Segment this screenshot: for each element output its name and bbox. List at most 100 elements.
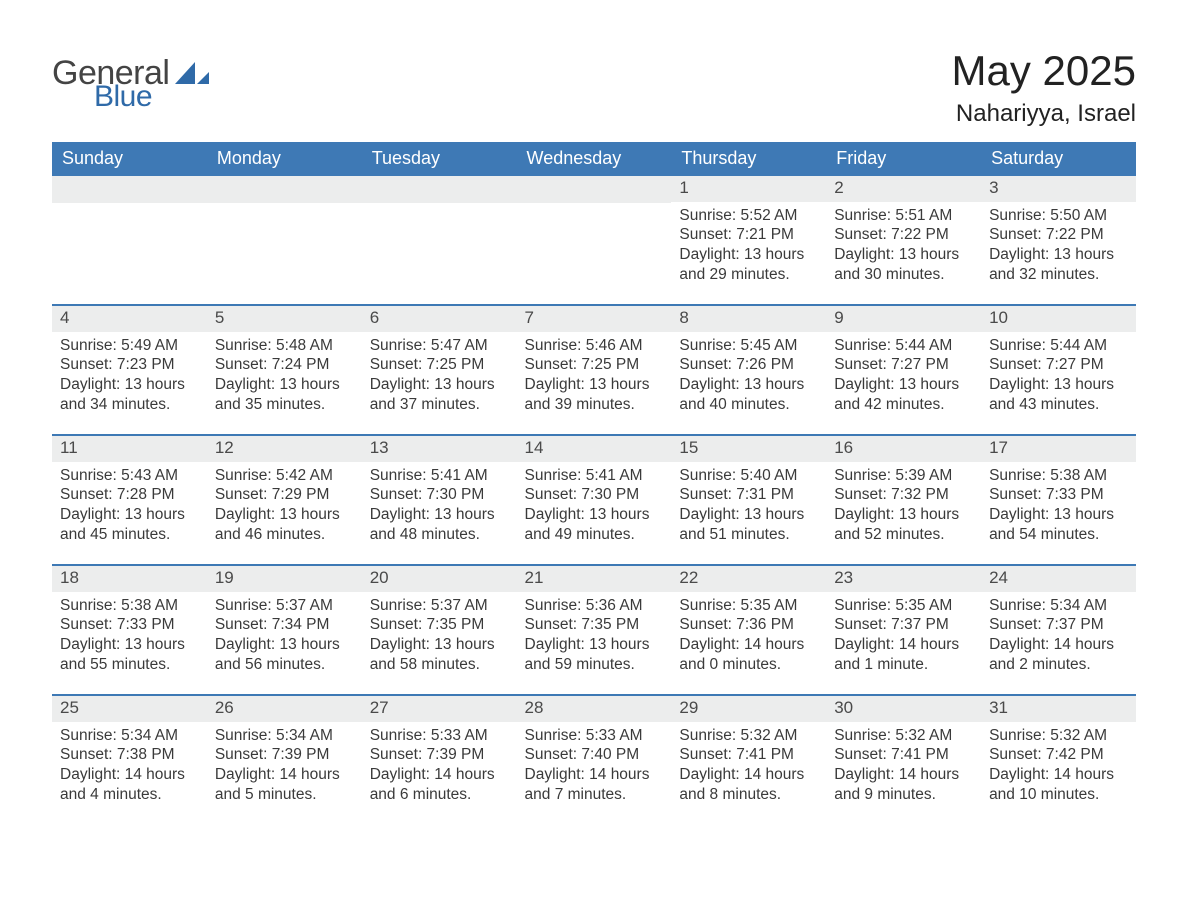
calendar-cell	[362, 176, 517, 305]
sunrise-line: Sunrise: 5:34 AM	[989, 596, 1128, 616]
sunrise-line: Sunrise: 5:43 AM	[60, 466, 199, 486]
calendar-cell: 2Sunrise: 5:51 AMSunset: 7:22 PMDaylight…	[826, 176, 981, 305]
calendar-cell: 17Sunrise: 5:38 AMSunset: 7:33 PMDayligh…	[981, 435, 1136, 565]
day-number: 7	[517, 306, 672, 331]
day-body: Sunrise: 5:37 AMSunset: 7:34 PMDaylight:…	[207, 592, 362, 681]
day-number: 10	[981, 306, 1136, 331]
sunset-line: Sunset: 7:33 PM	[989, 485, 1128, 505]
calendar-cell	[517, 176, 672, 305]
title-block: May 2025 Nahariyya, Israel	[952, 48, 1136, 128]
calendar-cell: 18Sunrise: 5:38 AMSunset: 7:33 PMDayligh…	[52, 565, 207, 695]
brand-sail-icon	[175, 62, 209, 88]
brand-logo: General Blue	[52, 56, 209, 112]
sunrise-line: Sunrise: 5:33 AM	[370, 726, 509, 746]
calendar-cell: 13Sunrise: 5:41 AMSunset: 7:30 PMDayligh…	[362, 435, 517, 565]
calendar-cell: 20Sunrise: 5:37 AMSunset: 7:35 PMDayligh…	[362, 565, 517, 695]
sunset-line: Sunset: 7:37 PM	[834, 615, 973, 635]
sunrise-line: Sunrise: 5:35 AM	[834, 596, 973, 616]
sunrise-line: Sunrise: 5:47 AM	[370, 336, 509, 356]
calendar-cell: 24Sunrise: 5:34 AMSunset: 7:37 PMDayligh…	[981, 565, 1136, 695]
sunset-line: Sunset: 7:27 PM	[834, 355, 973, 375]
day-body: Sunrise: 5:32 AMSunset: 7:42 PMDaylight:…	[981, 722, 1136, 811]
sunrise-line: Sunrise: 5:32 AM	[679, 726, 818, 746]
sunset-line: Sunset: 7:22 PM	[834, 225, 973, 245]
day-number: 24	[981, 566, 1136, 591]
day-number: 2	[826, 176, 981, 201]
day-number: 14	[517, 436, 672, 461]
daylight-line: Daylight: 13 hours and 54 minutes.	[989, 505, 1128, 545]
day-number: 5	[207, 306, 362, 331]
daylight-line: Daylight: 13 hours and 37 minutes.	[370, 375, 509, 415]
sunrise-line: Sunrise: 5:37 AM	[215, 596, 354, 616]
sunset-line: Sunset: 7:39 PM	[370, 745, 509, 765]
day-body: Sunrise: 5:34 AMSunset: 7:38 PMDaylight:…	[52, 722, 207, 811]
day-body: Sunrise: 5:35 AMSunset: 7:37 PMDaylight:…	[826, 592, 981, 681]
daylight-line: Daylight: 14 hours and 7 minutes.	[525, 765, 664, 805]
day-body: Sunrise: 5:47 AMSunset: 7:25 PMDaylight:…	[362, 332, 517, 421]
sunrise-line: Sunrise: 5:34 AM	[60, 726, 199, 746]
calendar-cell: 28Sunrise: 5:33 AMSunset: 7:40 PMDayligh…	[517, 695, 672, 824]
sunset-line: Sunset: 7:28 PM	[60, 485, 199, 505]
day-body: Sunrise: 5:34 AMSunset: 7:39 PMDaylight:…	[207, 722, 362, 811]
daylight-line: Daylight: 13 hours and 56 minutes.	[215, 635, 354, 675]
calendar-week-row: 4Sunrise: 5:49 AMSunset: 7:23 PMDaylight…	[52, 305, 1136, 435]
sunrise-line: Sunrise: 5:32 AM	[834, 726, 973, 746]
sunset-line: Sunset: 7:37 PM	[989, 615, 1128, 635]
daylight-line: Daylight: 13 hours and 51 minutes.	[679, 505, 818, 545]
sunset-line: Sunset: 7:40 PM	[525, 745, 664, 765]
calendar-cell: 12Sunrise: 5:42 AMSunset: 7:29 PMDayligh…	[207, 435, 362, 565]
calendar-cell: 5Sunrise: 5:48 AMSunset: 7:24 PMDaylight…	[207, 305, 362, 435]
day-number: 19	[207, 566, 362, 591]
calendar-cell: 29Sunrise: 5:32 AMSunset: 7:41 PMDayligh…	[671, 695, 826, 824]
day-number: 30	[826, 696, 981, 721]
daylight-line: Daylight: 14 hours and 8 minutes.	[679, 765, 818, 805]
day-body: Sunrise: 5:41 AMSunset: 7:30 PMDaylight:…	[517, 462, 672, 551]
day-number: 21	[517, 566, 672, 591]
daylight-line: Daylight: 13 hours and 58 minutes.	[370, 635, 509, 675]
calendar-cell: 19Sunrise: 5:37 AMSunset: 7:34 PMDayligh…	[207, 565, 362, 695]
calendar-cell: 21Sunrise: 5:36 AMSunset: 7:35 PMDayligh…	[517, 565, 672, 695]
calendar-cell: 30Sunrise: 5:32 AMSunset: 7:41 PMDayligh…	[826, 695, 981, 824]
calendar-cell	[52, 176, 207, 305]
weekday-header: Thursday	[671, 142, 826, 176]
sunrise-line: Sunrise: 5:34 AM	[215, 726, 354, 746]
day-number-empty	[362, 176, 517, 203]
calendar-cell: 8Sunrise: 5:45 AMSunset: 7:26 PMDaylight…	[671, 305, 826, 435]
day-number: 6	[362, 306, 517, 331]
sunset-line: Sunset: 7:35 PM	[370, 615, 509, 635]
daylight-line: Daylight: 14 hours and 5 minutes.	[215, 765, 354, 805]
sunrise-line: Sunrise: 5:45 AM	[679, 336, 818, 356]
sunset-line: Sunset: 7:22 PM	[989, 225, 1128, 245]
calendar-cell: 10Sunrise: 5:44 AMSunset: 7:27 PMDayligh…	[981, 305, 1136, 435]
weekday-header: Tuesday	[362, 142, 517, 176]
sunrise-line: Sunrise: 5:32 AM	[989, 726, 1128, 746]
day-body: Sunrise: 5:42 AMSunset: 7:29 PMDaylight:…	[207, 462, 362, 551]
calendar-cell: 25Sunrise: 5:34 AMSunset: 7:38 PMDayligh…	[52, 695, 207, 824]
sunset-line: Sunset: 7:33 PM	[60, 615, 199, 635]
daylight-line: Daylight: 13 hours and 30 minutes.	[834, 245, 973, 285]
sunset-line: Sunset: 7:30 PM	[370, 485, 509, 505]
calendar-cell: 27Sunrise: 5:33 AMSunset: 7:39 PMDayligh…	[362, 695, 517, 824]
weekday-header: Monday	[207, 142, 362, 176]
sunrise-line: Sunrise: 5:46 AM	[525, 336, 664, 356]
day-number: 18	[52, 566, 207, 591]
day-number: 4	[52, 306, 207, 331]
sunset-line: Sunset: 7:42 PM	[989, 745, 1128, 765]
weekday-header: Friday	[826, 142, 981, 176]
day-body: Sunrise: 5:43 AMSunset: 7:28 PMDaylight:…	[52, 462, 207, 551]
calendar-cell: 14Sunrise: 5:41 AMSunset: 7:30 PMDayligh…	[517, 435, 672, 565]
daylight-line: Daylight: 13 hours and 55 minutes.	[60, 635, 199, 675]
sunset-line: Sunset: 7:25 PM	[525, 355, 664, 375]
daylight-line: Daylight: 14 hours and 0 minutes.	[679, 635, 818, 675]
day-body: Sunrise: 5:38 AMSunset: 7:33 PMDaylight:…	[52, 592, 207, 681]
weekday-header: Sunday	[52, 142, 207, 176]
sunrise-line: Sunrise: 5:44 AM	[989, 336, 1128, 356]
day-number: 29	[671, 696, 826, 721]
day-body: Sunrise: 5:39 AMSunset: 7:32 PMDaylight:…	[826, 462, 981, 551]
sunset-line: Sunset: 7:36 PM	[679, 615, 818, 635]
calendar-header-row: SundayMondayTuesdayWednesdayThursdayFrid…	[52, 142, 1136, 176]
day-body: Sunrise: 5:36 AMSunset: 7:35 PMDaylight:…	[517, 592, 672, 681]
daylight-line: Daylight: 13 hours and 49 minutes.	[525, 505, 664, 545]
day-body: Sunrise: 5:35 AMSunset: 7:36 PMDaylight:…	[671, 592, 826, 681]
daylight-line: Daylight: 13 hours and 34 minutes.	[60, 375, 199, 415]
